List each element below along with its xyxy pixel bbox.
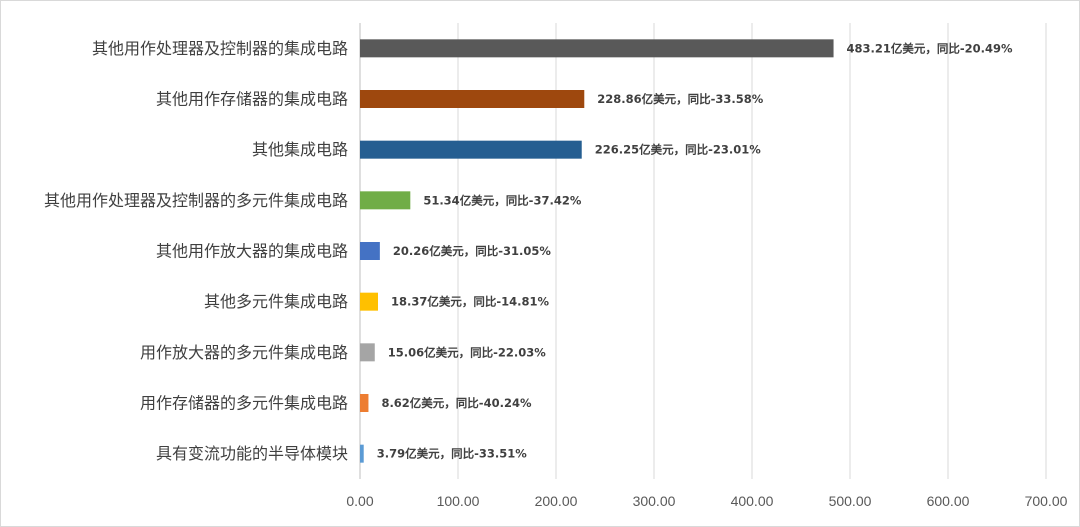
bar-7	[360, 394, 369, 412]
bar-1	[360, 90, 585, 108]
category-label-6: 用作放大器的多元件集成电路	[140, 343, 348, 362]
x-tick-label-6: 600.00	[927, 493, 970, 509]
category-label-3: 其他用作处理器及控制器的多元件集成电路	[44, 191, 348, 210]
bar-4	[360, 242, 380, 260]
category-label-4: 其他用作放大器的集成电路	[156, 242, 348, 261]
bar-0	[360, 39, 834, 58]
x-tick-label-5: 500.00	[829, 493, 872, 509]
data-label-8: 3.79亿美元，同比-33.51%	[377, 447, 528, 461]
bar-3	[360, 191, 411, 210]
data-label-4: 20.26亿美元，同比-31.05%	[393, 244, 552, 258]
x-tick-label-4: 400.00	[731, 493, 774, 509]
bar-6	[360, 343, 375, 362]
category-labels: 其他用作处理器及控制器的集成电路其他用作存储器的集成电路其他集成电路其他用作处理…	[44, 39, 348, 463]
category-label-2: 其他集成电路	[252, 140, 348, 159]
data-labels: 483.21亿美元，同比-20.49% 228.86亿美元，同比-33.58% 22…	[377, 41, 1013, 460]
data-label-6: 15.06亿美元，同比-22.03%	[388, 345, 547, 359]
data-label-5: 18.37亿美元，同比-14.81%	[391, 295, 550, 309]
category-label-5: 其他多元件集成电路	[204, 292, 348, 311]
x-axis-tick-labels: 0.00 100.00 200.00 300.00 400.00 500.00 600.00…	[346, 493, 1067, 509]
category-label-8: 具有变流功能的半导体模块	[156, 444, 348, 463]
bar-8	[360, 444, 364, 463]
x-tick-label-2: 200.00	[535, 493, 578, 509]
x-tick-label-3: 300.00	[633, 493, 676, 509]
x-tick-label-0: 0.00	[346, 493, 373, 509]
category-label-1: 其他用作存储器的集成电路	[156, 90, 348, 109]
x-tick-label-1: 100.00	[437, 493, 480, 509]
data-label-1: 228.86亿美元，同比-33.58%	[597, 92, 764, 106]
data-label-7: 8.62亿美元，同比-40.24%	[381, 396, 532, 410]
bar-2	[360, 140, 582, 159]
data-label-2: 226.25亿美元，同比-23.01%	[595, 143, 762, 157]
bar-layer	[360, 39, 834, 463]
x-tick-label-7: 700.00	[1025, 493, 1068, 509]
bar-5	[360, 292, 379, 311]
category-label-0: 其他用作处理器及控制器的集成电路	[92, 39, 348, 58]
data-label-3: 51.34亿美元，同比-37.42%	[423, 193, 582, 207]
category-label-7: 用作存储器的多元件集成电路	[140, 394, 348, 413]
data-label-0: 483.21亿美元，同比-20.49%	[847, 41, 1014, 55]
